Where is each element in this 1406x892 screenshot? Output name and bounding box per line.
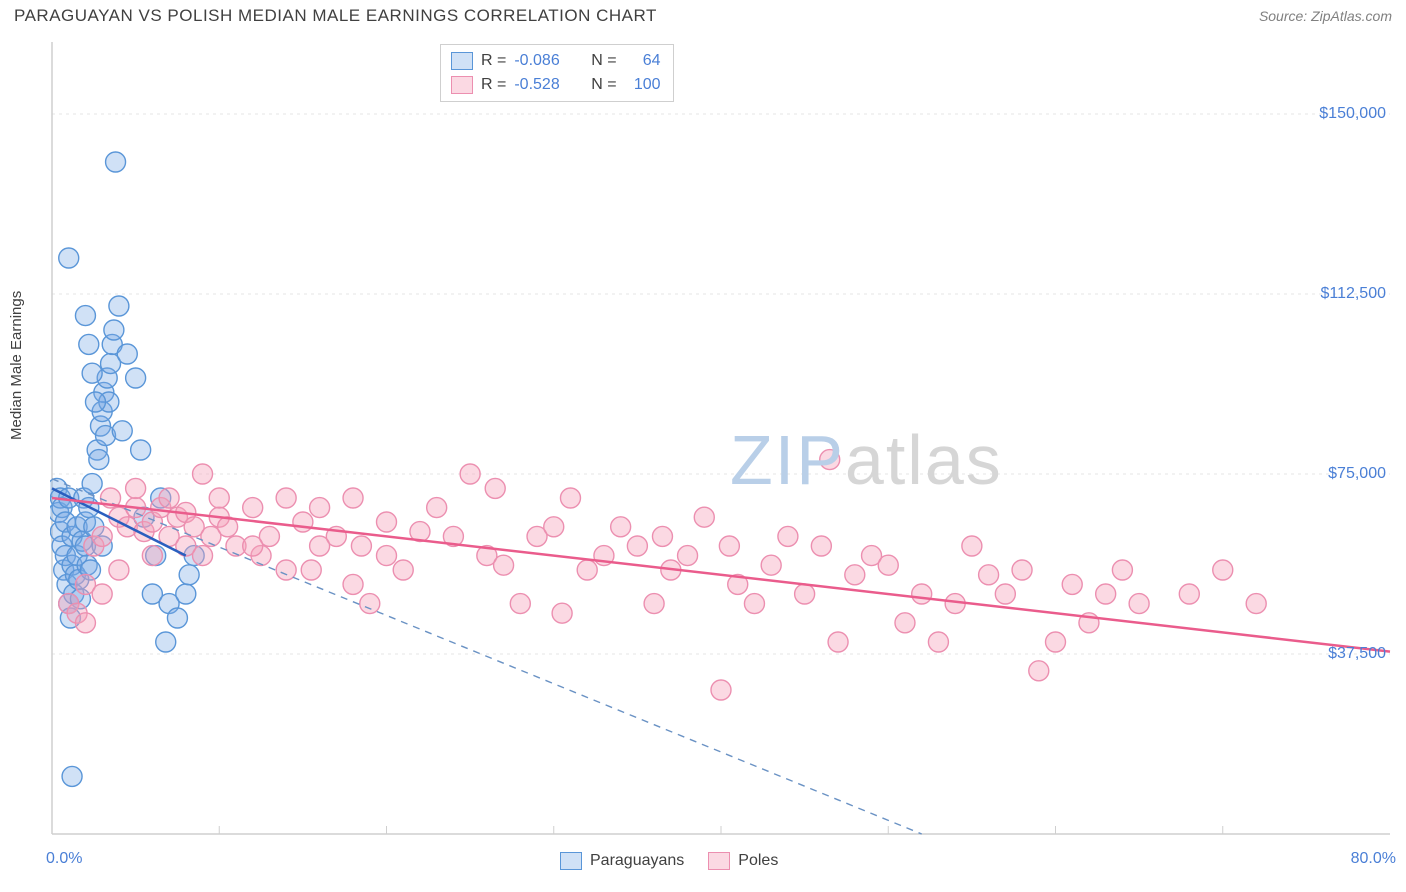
legend-n-label: N =: [582, 76, 616, 94]
series-legend-label: Paraguayans: [590, 852, 684, 869]
series-legend-label: Poles: [738, 852, 778, 869]
x-axis-max-label: 80.0%: [1351, 850, 1396, 868]
plot-area: ZIPatlas R = -0.086 N = 64R = -0.528 N =…: [50, 40, 1392, 840]
series-legend: Paraguayans Poles: [560, 852, 778, 870]
scatter-plot-svg: [50, 40, 1392, 840]
legend-swatch-icon: [451, 76, 473, 94]
legend-n-value: 64: [625, 52, 661, 70]
legend-swatch-icon: [451, 52, 473, 70]
legend-n-label: N =: [582, 52, 616, 70]
y-tick-label: $37,500: [1328, 645, 1386, 663]
stats-legend-row: R = -0.528 N = 100: [451, 73, 661, 97]
y-tick-label: $75,000: [1328, 465, 1386, 483]
stats-legend: R = -0.086 N = 64R = -0.528 N = 100: [440, 44, 674, 102]
legend-r-value: -0.086: [514, 52, 574, 70]
y-tick-label: $112,500: [1320, 285, 1386, 303]
series-legend-item: Paraguayans: [560, 852, 684, 870]
stats-legend-row: R = -0.086 N = 64: [451, 49, 661, 73]
legend-r-value: -0.528: [514, 76, 574, 94]
chart-header: PARAGUAYAN VS POLISH MEDIAN MALE EARNING…: [0, 0, 1406, 30]
legend-r-label: R =: [481, 52, 506, 70]
series-legend-item: Poles: [708, 852, 778, 870]
legend-swatch-icon: [560, 852, 582, 870]
chart-source: Source: ZipAtlas.com: [1259, 8, 1392, 24]
x-axis-min-label: 0.0%: [46, 850, 82, 868]
legend-r-label: R =: [481, 76, 506, 94]
y-axis-label: Median Male Earnings: [8, 291, 25, 440]
legend-swatch-icon: [708, 852, 730, 870]
legend-n-value: 100: [625, 76, 661, 94]
chart-title: PARAGUAYAN VS POLISH MEDIAN MALE EARNING…: [14, 6, 657, 26]
y-tick-label: $150,000: [1319, 105, 1386, 123]
chart-area: Median Male Earnings ZIPatlas R = -0.086…: [14, 40, 1392, 880]
